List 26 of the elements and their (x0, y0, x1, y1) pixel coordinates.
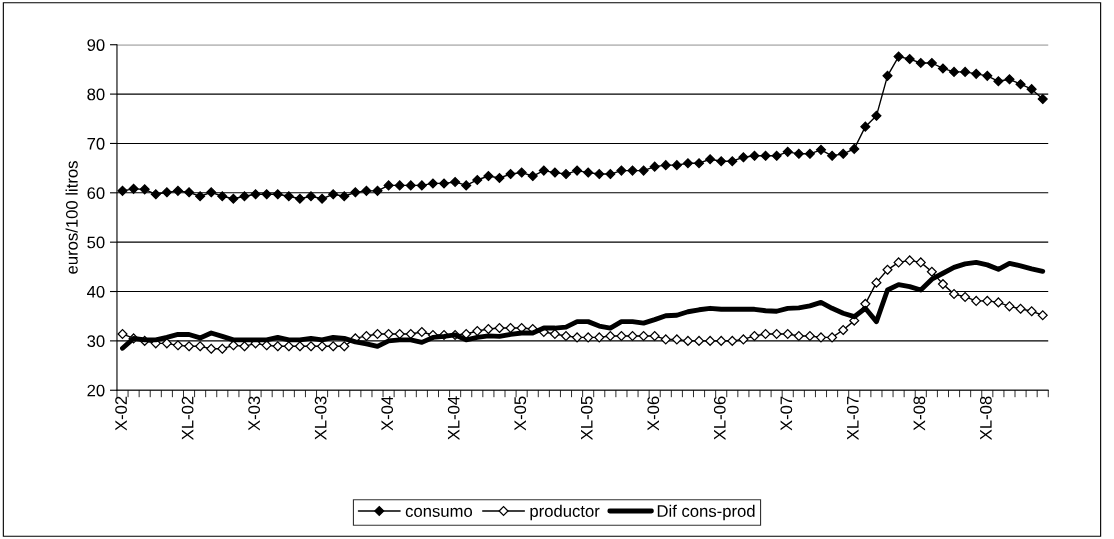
x-tick-label: XL-03 (314, 396, 327, 440)
x-tick-label: XL-07 (846, 396, 859, 440)
y-axis-title: euros/100 litros (65, 161, 78, 274)
y-tick-label: 30 (87, 335, 105, 348)
x-tick-label: XL-04 (447, 396, 460, 440)
y-tick-label: 40 (87, 285, 105, 298)
x-tick-label: X-04 (381, 396, 394, 431)
x-tick-label: XL-06 (713, 396, 726, 440)
y-tick-label: 70 (87, 137, 105, 150)
y-tick-label: 20 (87, 384, 105, 397)
legend-label: consumo (405, 507, 473, 517)
x-tick-label: XL-02 (181, 396, 194, 440)
y-tick-label: 60 (87, 187, 105, 200)
x-tick-label: X-03 (248, 396, 261, 431)
legend-label: Dif cons-prod (657, 504, 755, 521)
x-tick-label: X-05 (514, 396, 527, 431)
legend-label: productor (530, 504, 600, 521)
y-tick-label: 80 (87, 88, 105, 101)
x-tick-label: X-02 (115, 396, 127, 431)
y-tick-label: 50 (87, 236, 105, 249)
y-tick-label: 90 (87, 39, 105, 51)
x-tick-label: XL-08 (979, 396, 992, 440)
x-tick-label: X-06 (647, 396, 660, 431)
x-tick-label: X-08 (913, 396, 926, 431)
x-tick-label: XL-05 (580, 396, 593, 440)
x-tick-label: X-07 (780, 396, 793, 431)
